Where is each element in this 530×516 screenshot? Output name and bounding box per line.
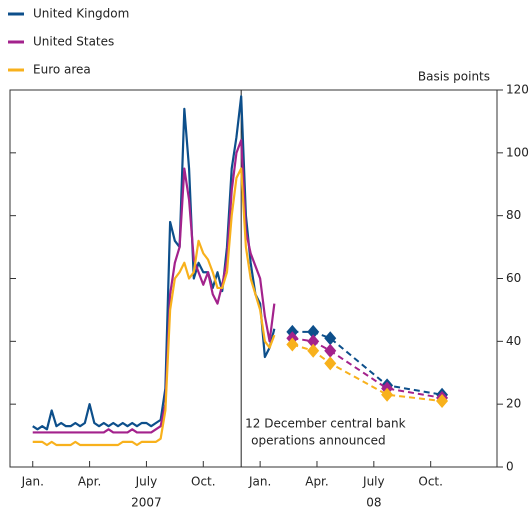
- y-tick-label: 0: [506, 460, 514, 474]
- forward-marker: [286, 337, 299, 352]
- series-line: [32, 95, 276, 431]
- forward-marker: [307, 343, 320, 358]
- legend-label: Euro area: [33, 63, 91, 77]
- y-tick-label: 80: [506, 208, 521, 222]
- series-line: [32, 167, 276, 447]
- y-tick-label: 120: [506, 83, 529, 97]
- forward-marker: [324, 343, 337, 358]
- x-tick-label: Apr.: [78, 475, 101, 489]
- forward-marker: [307, 324, 320, 339]
- x-tick-label: Jan.: [21, 475, 44, 489]
- annotation-text: 12 December central bank: [245, 417, 405, 431]
- y-tick-label: 20: [506, 397, 521, 411]
- year-label: 2007: [131, 496, 162, 510]
- x-tick-label: July: [362, 475, 385, 489]
- x-tick-label: July: [135, 475, 158, 489]
- x-tick-label: Jan.: [248, 475, 271, 489]
- forward-marker: [381, 387, 394, 402]
- x-tick-label: Oct.: [418, 475, 443, 489]
- y-tick-label: 40: [506, 334, 521, 348]
- forward-marker: [324, 356, 337, 371]
- year-label: 08: [366, 496, 381, 510]
- annotation-text: operations announced: [251, 434, 385, 448]
- y-tick-label: 60: [506, 271, 521, 285]
- x-tick-label: Oct.: [191, 475, 216, 489]
- forward-marker: [324, 331, 337, 346]
- forward-line: [292, 330, 443, 396]
- legend-label: United Kingdom: [33, 7, 129, 21]
- y-axis-label: Basis points: [418, 70, 490, 84]
- forward-marker: [436, 394, 449, 409]
- legend-label: United States: [33, 35, 114, 49]
- series-line: [32, 139, 276, 434]
- x-tick-label: Apr.: [305, 475, 328, 489]
- forward-marker: [307, 334, 320, 349]
- y-tick-label: 100: [506, 145, 529, 159]
